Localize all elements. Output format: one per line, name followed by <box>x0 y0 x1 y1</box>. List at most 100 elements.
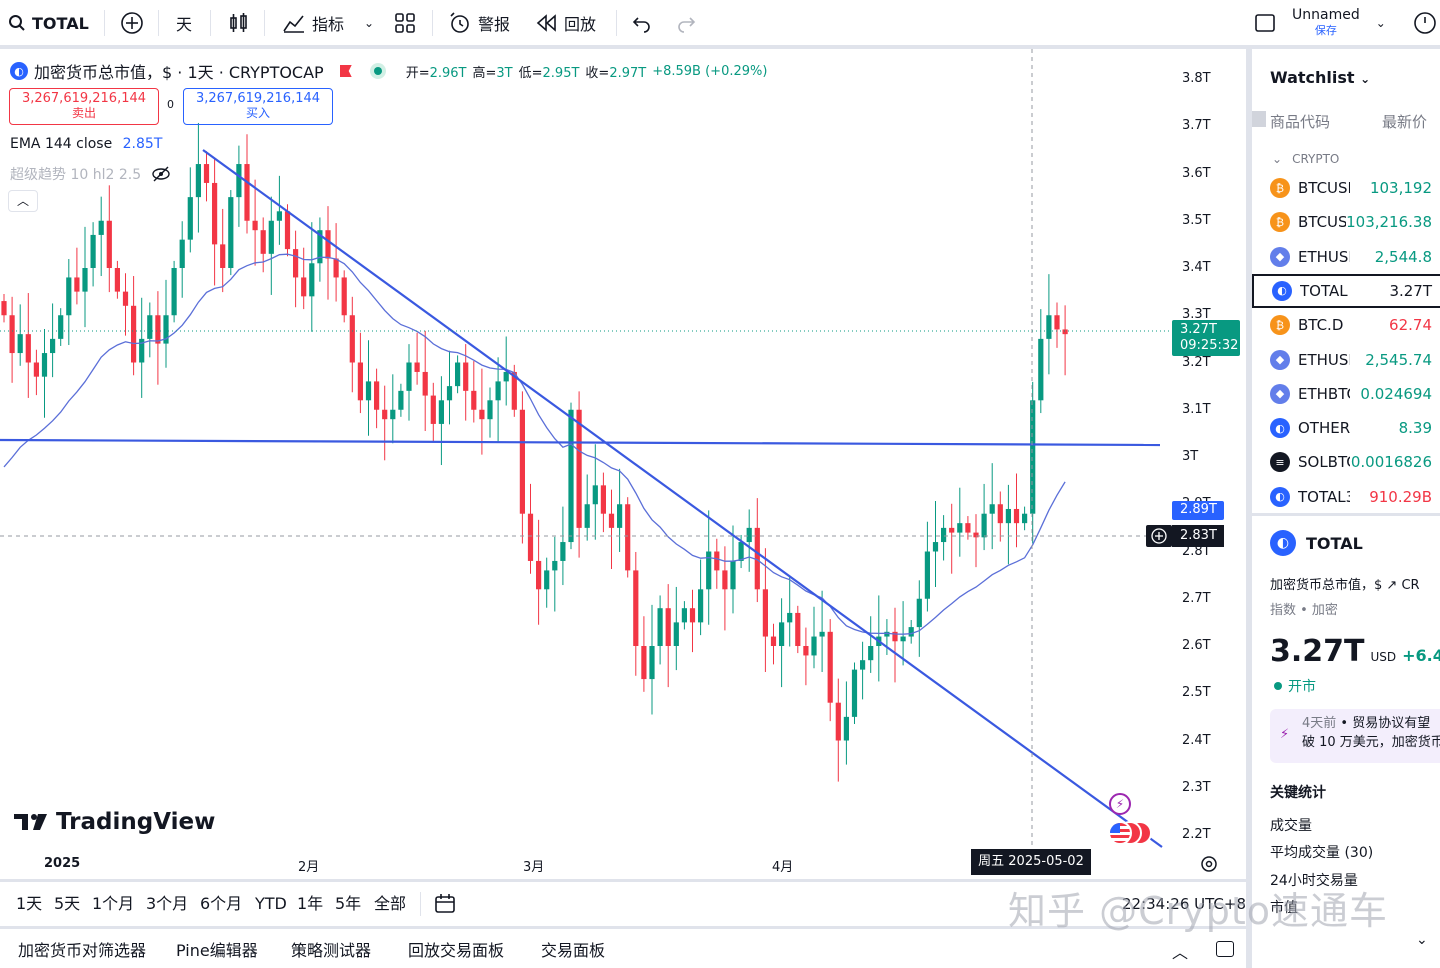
spread-value: 0 <box>167 98 174 111</box>
coin-icon: ₿ <box>1270 178 1290 198</box>
col-symbol-header[interactable]: 商品代码 <box>1270 113 1331 131</box>
undo-icon <box>632 17 650 33</box>
period-3m[interactable]: 3个月 <box>146 894 189 913</box>
chart-legend: ◐ 加密货币总市值，$ · 1天 · CRYPTOCAP 开=2.96T 高=3… <box>10 59 767 83</box>
watchlist-row[interactable]: ◐ TOTAL3 910.29B <box>1252 480 1440 514</box>
watchlist-row[interactable]: ◐ OTHERS 8.39 <box>1252 411 1440 445</box>
economic-events-icon[interactable] <box>1106 819 1156 847</box>
period-ytd[interactable]: YTD <box>255 894 287 913</box>
chart-pane[interactable]: ◐ 加密货币总市值，$ · 1天 · CRYPTOCAP 开=2.96T 高=3… <box>0 49 1246 879</box>
expand-panel-button[interactable]: ︿ <box>1172 939 1188 963</box>
replay-label: 回放 <box>564 15 597 34</box>
candle-body <box>268 220 274 254</box>
low-value: 2.95T <box>542 65 580 81</box>
candle-body <box>957 523 963 533</box>
period-5y[interactable]: 5年 <box>335 894 362 913</box>
candle-body <box>90 234 96 268</box>
change-value: +8.59B (+0.29%) <box>652 63 768 79</box>
tab-screener[interactable]: 加密货币对筛选器 <box>18 941 147 960</box>
external-link-icon[interactable]: ↗ <box>1386 578 1398 593</box>
tab-trading-panel[interactable]: 交易面板 <box>541 941 606 960</box>
candle-body <box>333 258 339 278</box>
candle-body <box>617 504 623 528</box>
watchlist-row[interactable]: ◆ ETHUSD 2,544.8 <box>1252 240 1440 274</box>
period-all[interactable]: 全部 <box>374 894 407 913</box>
symbol-search-button[interactable]: TOTAL <box>8 0 89 46</box>
watchlist-row[interactable]: ◐ TOTAL 3.27T <box>1252 273 1440 308</box>
sell-button[interactable]: 3,267,619,216,144 卖出 <box>9 88 159 125</box>
chart-type-button[interactable] <box>228 0 250 46</box>
ema-legend[interactable]: EMA 144 close 2.85T <box>10 136 162 152</box>
chart-settings-button[interactable] <box>1200 855 1218 873</box>
watchlist-row[interactable]: ₿ BTCUSD103,216.38 <box>1252 205 1440 239</box>
candle-body <box>552 560 558 571</box>
flag-icon[interactable] <box>339 65 352 77</box>
layout-save-button[interactable]: Unnamed 保存 ⌄ <box>1254 0 1386 46</box>
legend-title[interactable]: 加密货币总市值，$ · 1天 · CRYPTOCAP <box>34 63 324 82</box>
candle-body <box>155 315 161 344</box>
quick-search-button[interactable] <box>1412 0 1438 46</box>
period-1y[interactable]: 1年 <box>297 894 324 913</box>
lightning-event-icon[interactable]: ⚡ <box>1109 793 1131 815</box>
interval-button[interactable]: 天 <box>176 0 192 46</box>
buy-button[interactable]: 3,267,619,216,144 买入 <box>183 88 333 125</box>
period-1m[interactable]: 1个月 <box>92 894 135 913</box>
section-label: CRYPTO <box>1292 152 1340 166</box>
ema-price-tag: 2.89T <box>1172 501 1224 520</box>
candlestick-series <box>1 122 1068 782</box>
candle-body <box>228 197 234 268</box>
price-label: 2.5T <box>1182 685 1211 701</box>
undo-button[interactable] <box>632 0 652 46</box>
tab-pine-editor[interactable]: Pine编辑器 <box>176 941 258 960</box>
chevron-down-icon[interactable]: ⌄ <box>1416 932 1428 948</box>
candle-body <box>884 631 890 637</box>
collapse-legend-button[interactable]: ︿ <box>8 190 38 212</box>
tab-strategy-tester[interactable]: 策略测试器 <box>291 941 372 960</box>
candle-body <box>495 381 501 401</box>
hidden-eye-icon[interactable] <box>151 166 171 182</box>
add-alert-button[interactable] <box>1146 525 1172 547</box>
supertrend-legend[interactable]: 超级趋势 10 hl2 2.5 <box>10 164 171 184</box>
ema-value: 2.85T <box>122 136 163 152</box>
candle-body <box>438 400 444 424</box>
watchlist-row[interactable]: ◆ ETHUSD 2,545.74 <box>1252 343 1440 377</box>
coin-icon: ◆ <box>1270 383 1290 404</box>
clock-timezone[interactable]: 22:34:26 UTC+8 <box>1122 895 1246 913</box>
period-5d[interactable]: 5天 <box>54 894 81 913</box>
period-1d[interactable]: 1天 <box>16 894 43 913</box>
replay-button[interactable]: 回放 <box>536 0 596 46</box>
layouts-button[interactable] <box>394 0 416 46</box>
coin-icon: ◆ <box>1270 349 1290 370</box>
watchlist-title[interactable]: Watchlist ⌄ <box>1270 68 1370 87</box>
maximize-panel-button[interactable] <box>1216 941 1234 957</box>
candle-body <box>220 244 226 268</box>
price-chart[interactable] <box>0 49 1246 879</box>
section-crypto[interactable]: ⌄ CRYPTO <box>1272 152 1339 166</box>
watchlist-row[interactable]: ₿ BTC.D 62.74 <box>1252 308 1440 342</box>
alert-button[interactable]: 警报 <box>448 0 510 46</box>
date-range-button[interactable] <box>433 892 457 920</box>
details-symbol[interactable]: TOTAL <box>1306 533 1363 553</box>
candle-body <box>1 301 7 316</box>
watchlist-row[interactable]: ◆ ETHBTC 0.024694 <box>1252 377 1440 411</box>
price-label: 3.2T <box>1182 354 1211 370</box>
horizontal-trendline[interactable] <box>0 438 1161 447</box>
news-line-2: 破 10 万美元，加密货币 <box>1302 735 1440 750</box>
watchlist-price: 2,545.74 <box>1365 350 1432 369</box>
market-status-text: 开市 <box>1288 679 1316 695</box>
tab-replay-trading[interactable]: 回放交易面板 <box>408 941 505 960</box>
descending-trendline[interactable] <box>202 149 1163 848</box>
candle-body <box>568 409 574 543</box>
watchlist-row[interactable]: ≡ SOLBTC0.0016826 <box>1252 445 1440 479</box>
watchlist-row[interactable]: ₿ BTCUSD 103,192 <box>1252 171 1440 205</box>
candle-body <box>236 164 242 198</box>
period-6m[interactable]: 6个月 <box>200 894 243 913</box>
indicators-button[interactable]: 指标 ⌄ <box>282 0 374 46</box>
news-card[interactable]: ⚡ 4天前 • 贸易协议有望 破 10 万美元，加密货币 <box>1270 709 1440 763</box>
col-price-header[interactable]: 最新价 <box>1382 113 1428 131</box>
watchlist-symbol: ETHBTC <box>1298 384 1350 403</box>
redo-button[interactable] <box>676 0 696 46</box>
candle-body <box>681 608 687 623</box>
compare-symbol-button[interactable] <box>120 0 144 46</box>
candle-body <box>714 551 720 571</box>
